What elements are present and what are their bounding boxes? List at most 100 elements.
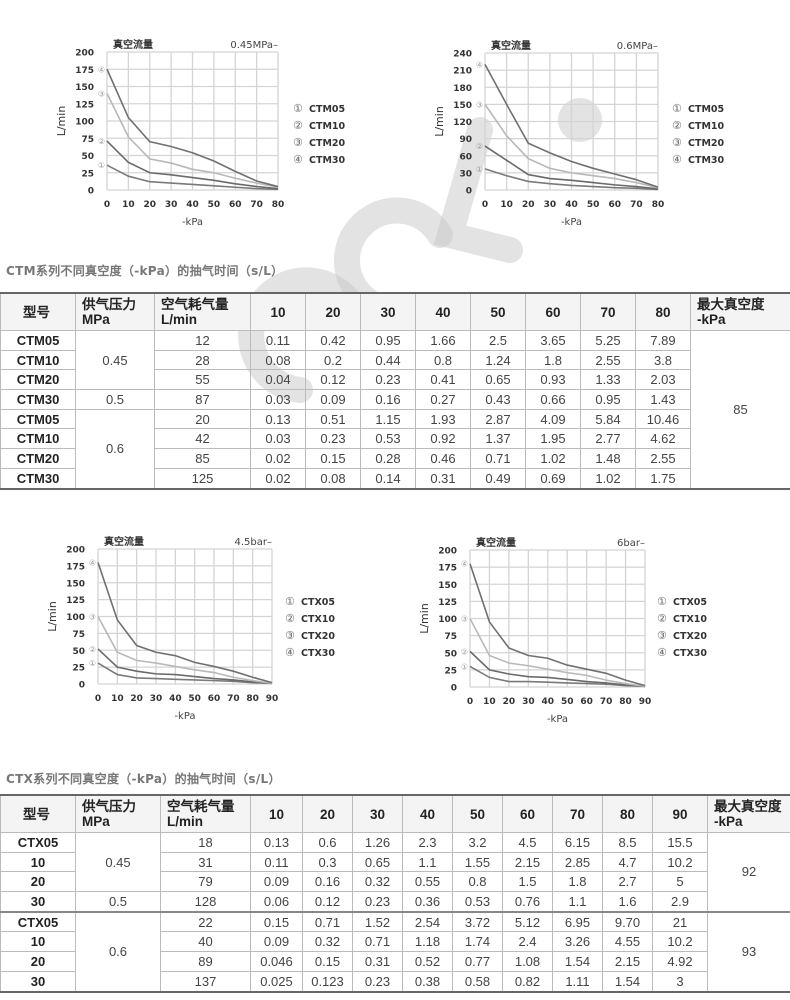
evacuation-time-cell: 0.123 bbox=[302, 970, 353, 993]
series-start-marker: ③ bbox=[461, 615, 468, 624]
y-tick-label: 125 bbox=[75, 100, 94, 110]
evacuation-time-cell: 4.5 bbox=[502, 832, 553, 853]
evacuation-time-cell: 0.31 bbox=[415, 467, 471, 490]
x-tick-label: 50 bbox=[561, 697, 574, 707]
evacuation-time-cell: 0.15 bbox=[250, 910, 303, 933]
evacuation-time-cell: 0.36 bbox=[402, 891, 453, 913]
evacuation-time-cell: 1.8 bbox=[525, 349, 581, 371]
evacuation-time-cell: 0.51 bbox=[305, 408, 361, 430]
y-tick-label: 125 bbox=[66, 596, 85, 606]
evacuation-time-cell: 0.82 bbox=[502, 970, 553, 993]
evacuation-time-cell: 0.28 bbox=[360, 448, 416, 469]
column-header: 供气压力 MPa bbox=[75, 292, 155, 331]
x-tick-label: 20 bbox=[130, 694, 143, 704]
evacuation-time-cell: 0.53 bbox=[452, 891, 503, 913]
column-header: 型号 bbox=[0, 292, 76, 331]
evacuation-time-cell: 0.09 bbox=[250, 931, 303, 953]
evacuation-time-cell: 2.15 bbox=[602, 951, 653, 972]
supply-pressure-cell: 0.5 bbox=[75, 891, 161, 913]
evacuation-time-cell: 2.9 bbox=[652, 891, 708, 913]
series-start-marker: ② bbox=[98, 137, 105, 146]
evacuation-time-cell: 4.92 bbox=[652, 951, 708, 972]
evacuation-time-cell: 0.03 bbox=[250, 428, 306, 450]
y-tick-label: 0 bbox=[88, 187, 94, 197]
y-axis-label: L/min bbox=[418, 603, 431, 634]
model-cell: CTM05 bbox=[0, 408, 76, 430]
x-axis-label: -kPa bbox=[547, 714, 568, 725]
x-tick-label: 80 bbox=[652, 200, 665, 210]
x-tick-label: 10 bbox=[111, 694, 124, 704]
evacuation-time-cell: 0.025 bbox=[250, 970, 303, 993]
evacuation-time-cell: 0.77 bbox=[452, 951, 503, 972]
evacuation-time-cell: 0.76 bbox=[502, 891, 553, 913]
evacuation-time-cell: 1.08 bbox=[502, 951, 553, 972]
evacuation-time-cell: 0.11 bbox=[250, 330, 306, 351]
legend-marker: ① bbox=[672, 102, 682, 115]
legend-label: CTM05 bbox=[309, 104, 345, 115]
series-line-ctx10 bbox=[469, 650, 646, 688]
column-header: 50 bbox=[452, 794, 503, 833]
series-start-marker: ① bbox=[476, 165, 483, 174]
y-tick-label: 175 bbox=[75, 66, 94, 76]
evacuation-time-cell: 1.75 bbox=[635, 467, 691, 490]
model-cell: CTX05 bbox=[0, 910, 76, 933]
evacuation-time-cell: 0.95 bbox=[580, 389, 636, 410]
column-header: 20 bbox=[305, 292, 361, 331]
evacuation-time-cell: 2.4 bbox=[502, 931, 553, 953]
x-tick-label: 50 bbox=[587, 200, 600, 210]
evacuation-time-cell: 0.02 bbox=[250, 448, 306, 469]
column-header: 20 bbox=[302, 794, 353, 833]
evacuation-time-cell: 1.95 bbox=[525, 428, 581, 450]
y-tick-label: 60 bbox=[459, 152, 472, 162]
evacuation-time-cell: 5.12 bbox=[502, 910, 553, 933]
column-header: 40 bbox=[415, 292, 471, 331]
legend-label: CTM30 bbox=[309, 155, 346, 166]
evacuation-time-cell: 0.23 bbox=[352, 970, 403, 993]
table-row: CTM20 85 0.02 0.15 0.28 0.46 0.71 1.02 1.48 2.55 bbox=[0, 448, 790, 469]
evacuation-time-cell: 1.26 bbox=[352, 832, 403, 853]
model-cell: CTM20 bbox=[0, 369, 76, 391]
series-line-ctx30 bbox=[97, 562, 273, 684]
evacuation-time-cell: 15.5 bbox=[652, 832, 708, 853]
air-consumption-cell: 79 bbox=[160, 871, 251, 893]
evacuation-time-cell: 0.08 bbox=[250, 349, 306, 371]
air-consumption-cell: 18 bbox=[160, 832, 251, 853]
table-row: CTM30 0.5 87 0.03 0.09 0.16 0.27 0.43 0.66 0.95 1.… bbox=[0, 389, 790, 410]
evacuation-time-cell: 0.52 bbox=[402, 951, 453, 972]
max-vacuum-cell: 85 bbox=[690, 330, 790, 489]
x-axis-label: -kPa bbox=[561, 217, 582, 228]
evacuation-time-cell: 1.93 bbox=[415, 408, 471, 430]
table-row: 20 79 0.09 0.16 0.32 0.55 0.8 1.5 1.8 2.7 5 bbox=[0, 871, 790, 893]
evacuation-time-cell: 0.58 bbox=[452, 970, 503, 993]
series-line-ctx10 bbox=[97, 648, 273, 685]
y-tick-label: 25 bbox=[444, 666, 457, 676]
series-start-marker: ① bbox=[98, 161, 105, 170]
y-tick-label: 175 bbox=[66, 562, 85, 572]
series-start-marker: ② bbox=[89, 645, 96, 654]
series-line-ctm20 bbox=[106, 93, 279, 189]
y-tick-label: 25 bbox=[72, 664, 85, 674]
evacuation-time-cell: 0.49 bbox=[470, 467, 526, 490]
chart-title: 真空流量 bbox=[104, 535, 144, 548]
x-tick-label: 80 bbox=[246, 694, 259, 704]
evacuation-time-cell: 1.43 bbox=[635, 389, 691, 410]
air-consumption-cell: 85 bbox=[154, 448, 251, 469]
y-tick-label: 100 bbox=[438, 615, 457, 625]
ctx-evacuation-time-table: 型号 供气压力 MPa 空气耗气量 L/min 10 20 30 40 50 60 70 80 90 最… bbox=[0, 794, 790, 993]
column-header: 60 bbox=[525, 292, 581, 331]
column-header: 50 bbox=[470, 292, 526, 331]
y-axis-label: L/min bbox=[433, 106, 446, 137]
evacuation-time-cell: 3.65 bbox=[525, 330, 581, 351]
column-header: 10 bbox=[250, 794, 303, 833]
evacuation-time-cell: 3.72 bbox=[452, 910, 503, 933]
air-consumption-cell: 31 bbox=[160, 851, 251, 873]
series-line-ctx20 bbox=[97, 616, 273, 685]
column-header: 空气耗气量 L/min bbox=[160, 794, 251, 833]
evacuation-time-cell: 5.84 bbox=[580, 408, 636, 430]
y-tick-label: 75 bbox=[444, 632, 457, 642]
y-tick-label: 50 bbox=[444, 649, 457, 659]
evacuation-time-cell: 0.09 bbox=[250, 871, 303, 893]
model-cell: 10 bbox=[0, 931, 76, 953]
model-cell: 30 bbox=[0, 891, 76, 913]
air-consumption-cell: 128 bbox=[160, 891, 251, 913]
